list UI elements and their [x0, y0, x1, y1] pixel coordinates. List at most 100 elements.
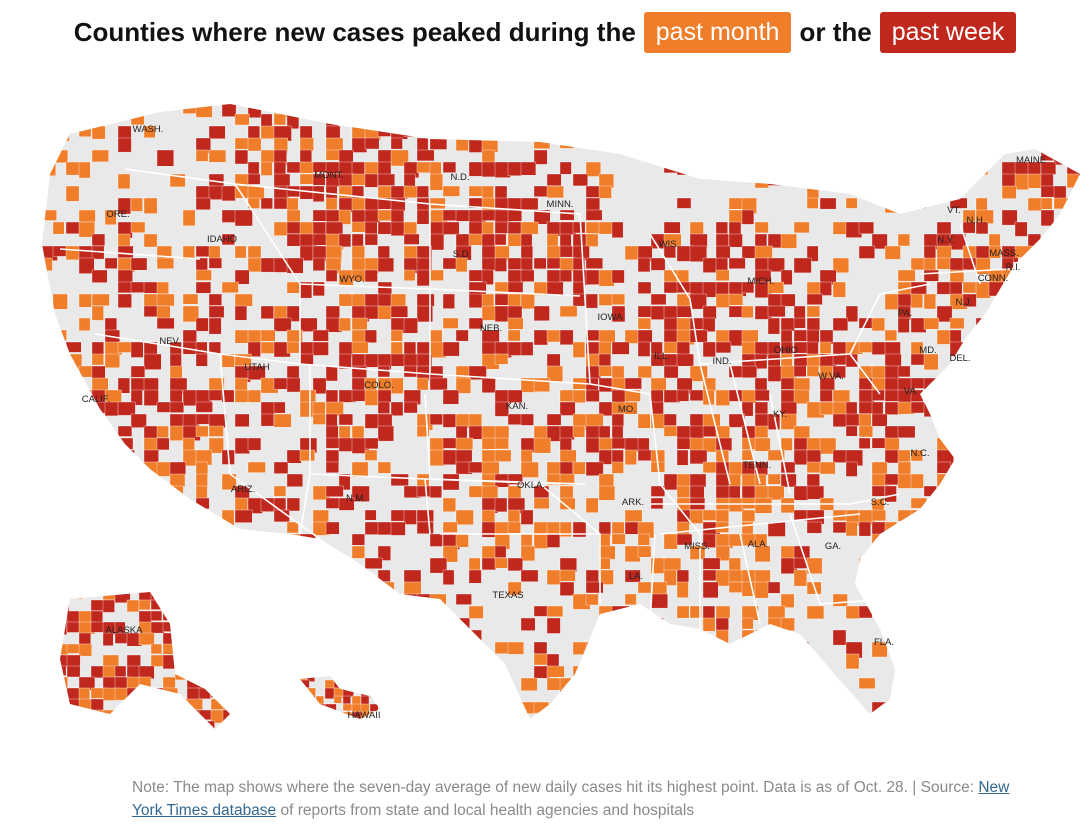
county-cell [702, 557, 721, 570]
county-cell [1053, 125, 1066, 142]
county-cell [923, 521, 938, 538]
county-cell [936, 653, 952, 665]
county-cell [923, 689, 938, 704]
county-cell [923, 713, 940, 719]
county-cell [559, 677, 578, 694]
county-cell [169, 557, 187, 574]
county-cell [637, 629, 652, 644]
county-cell [494, 104, 512, 116]
county-cell [676, 389, 690, 402]
county-cell [66, 621, 81, 633]
county-cell [195, 557, 212, 573]
county-cell [325, 305, 340, 319]
county-cell [923, 125, 937, 138]
county-cell [858, 137, 876, 152]
county-cell [416, 197, 430, 212]
county-cell [351, 545, 365, 559]
county-cell [286, 449, 302, 464]
county-cell [845, 353, 858, 368]
county-cell [741, 509, 756, 522]
county-cell [923, 389, 939, 403]
county-cell [702, 461, 718, 474]
county-cell [286, 341, 300, 354]
county-cell [338, 497, 355, 511]
county-cell [780, 593, 795, 608]
county-cell [676, 569, 689, 583]
county-cell [975, 221, 989, 235]
county-cell [858, 557, 871, 570]
county-cell [793, 161, 806, 177]
county-cell [182, 641, 197, 656]
county-cell [793, 329, 808, 342]
county-cell [780, 125, 794, 137]
county-cell [78, 125, 92, 137]
county-cell [338, 413, 353, 426]
county-cell [377, 629, 393, 642]
county-cell [117, 173, 131, 189]
county-cell [286, 209, 301, 223]
county-cell [585, 197, 600, 212]
county-cell [754, 569, 771, 583]
county-cell [65, 521, 82, 534]
county-cell [845, 425, 858, 437]
county-cell [299, 161, 314, 174]
county-cell [988, 605, 1005, 617]
county-cell [793, 257, 812, 274]
county-cell [585, 365, 602, 380]
county-cell [208, 605, 227, 621]
county-cell [91, 233, 106, 247]
county-cell [273, 317, 292, 332]
county-cell [1066, 473, 1080, 491]
county-cell [1053, 329, 1067, 345]
county-cell [234, 209, 253, 227]
county-cell [546, 245, 562, 260]
county-cell [91, 353, 104, 366]
county-cell [324, 711, 335, 719]
county-cell [1066, 653, 1080, 668]
county-cell [689, 713, 703, 719]
county-cell [689, 149, 706, 166]
county-cell [333, 711, 344, 719]
county-cell [936, 305, 953, 323]
county-cell [187, 732, 200, 743]
county-cell [52, 293, 68, 310]
county-cell [585, 641, 601, 655]
county-cell [871, 104, 889, 115]
county-cell [390, 305, 408, 318]
county-cell [624, 449, 637, 465]
county-cell [832, 593, 848, 607]
county-cell [351, 137, 368, 153]
source-link[interactable]: New York Times database [132, 779, 1010, 819]
county-cell [949, 377, 964, 392]
county-cell [156, 149, 174, 167]
county-cell [507, 641, 524, 655]
county-cell [936, 521, 955, 533]
county-cell [1040, 581, 1053, 596]
county-cell [858, 221, 874, 234]
county-cell [1014, 449, 1028, 465]
county-cell [741, 125, 759, 139]
county-cell [186, 654, 201, 666]
county-cell [715, 293, 731, 308]
county-cell [162, 621, 178, 632]
county-cell [377, 677, 396, 692]
county-cell [910, 197, 927, 209]
county-cell [793, 425, 810, 439]
county-cell [186, 592, 203, 603]
county-cell [533, 209, 551, 225]
county-cell [338, 629, 351, 644]
county-cell [1027, 425, 1041, 437]
county-cell [117, 401, 136, 416]
county-cell [150, 592, 162, 601]
county-cell [429, 593, 447, 605]
county-cell [546, 713, 561, 719]
county-cell [1079, 425, 1080, 441]
county-cell [910, 473, 924, 489]
county-cell [975, 281, 991, 299]
county-cell [663, 653, 676, 670]
county-cell [936, 665, 954, 680]
county-cell [325, 720, 335, 728]
county-cell [52, 569, 71, 585]
county-cell [650, 293, 667, 305]
county-cell [871, 509, 886, 522]
